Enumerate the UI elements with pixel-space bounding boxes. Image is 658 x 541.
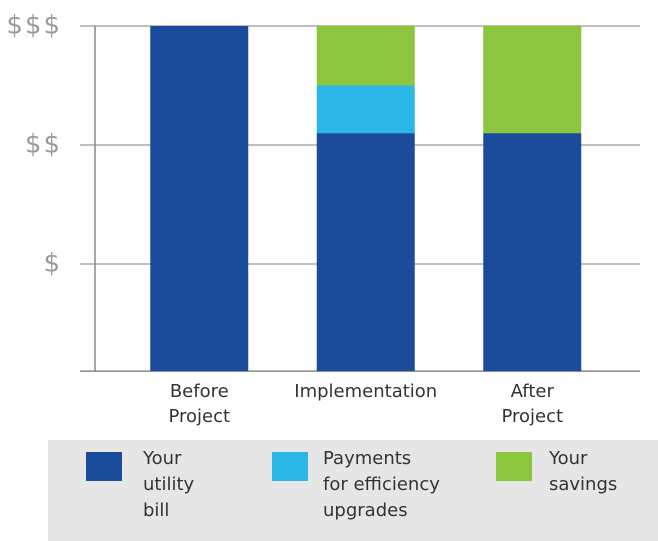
- y-tick-label: $$$: [6, 11, 62, 41]
- bar-segment: [483, 26, 582, 134]
- legend-label: Your utility bill: [143, 448, 195, 521]
- legend-swatch: [272, 452, 308, 481]
- bar-segment: [316, 26, 415, 86]
- y-tick-label: $: [43, 249, 62, 279]
- legend-label: Your savings: [549, 448, 618, 495]
- bar-segment: [483, 133, 582, 372]
- bar-segment: [316, 133, 415, 372]
- legend-swatch: [86, 452, 122, 481]
- bar-segment: [316, 85, 415, 134]
- bar-segment: [150, 26, 249, 372]
- legend-swatch: [496, 452, 532, 481]
- y-tick-label: $$: [25, 130, 62, 160]
- x-tick-label: After Project: [501, 381, 564, 428]
- x-tick-label: Before Project: [168, 381, 231, 428]
- legend-label: Payments for efficiency upgrades: [323, 448, 440, 521]
- x-tick-label: Implementation: [294, 381, 438, 403]
- legend: Your utility bill Payments for efficiency…: [48, 440, 658, 541]
